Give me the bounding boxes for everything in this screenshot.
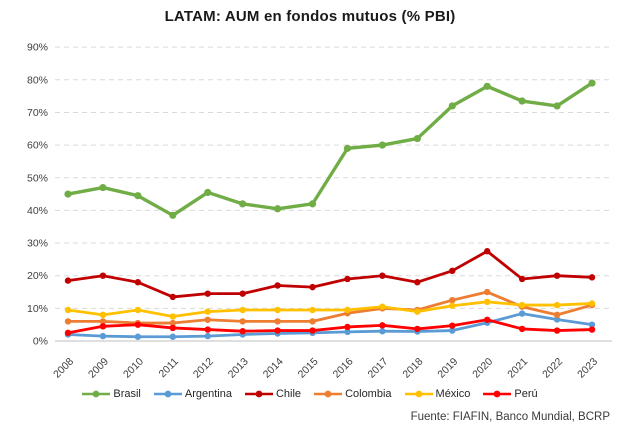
x-tick-label: 2022	[540, 356, 565, 381]
legend-label: Argentina	[184, 388, 232, 400]
x-tick-label: 2014	[261, 356, 286, 381]
y-tick-label: 50%	[27, 172, 48, 184]
y-tick-label: 10%	[27, 303, 48, 315]
legend-marker-icon	[483, 390, 512, 398]
legend-marker-icon	[314, 390, 343, 398]
chart-title: LATAM: AUM en fondos mutuos (% PBI)	[164, 8, 456, 25]
legend-item-argentina: Argentina	[153, 388, 232, 400]
legend-marker-icon	[82, 390, 111, 398]
x-tick-label: 2010	[121, 356, 146, 381]
x-tick-label: 2011	[156, 356, 181, 381]
legend-marker-icon	[244, 390, 273, 398]
legend-label: Chile	[275, 388, 302, 400]
y-tick-label: 70%	[27, 107, 48, 119]
legend-marker-icon	[404, 390, 433, 398]
y-tick-label: 20%	[27, 270, 48, 282]
legend-label: Brasil	[113, 388, 141, 400]
y-tick-label: 0%	[33, 336, 48, 348]
chart-plot-area: 0% 10% 20% 30% 40% 50% 60% 70% 80% 90% 2008 2009 201…	[27, 42, 612, 381]
series-argentina	[64, 310, 596, 340]
series-chile	[64, 248, 596, 301]
y-tick-label: 80%	[27, 74, 48, 86]
legend-item-chile: Chile	[244, 388, 302, 400]
x-tick-label: 2023	[575, 356, 600, 381]
chart-legend: Brasil Argentina Chile Colombia México Perú	[0, 388, 620, 400]
legend-item-mexico: México	[404, 388, 471, 400]
y-tick-label: 60%	[27, 140, 48, 152]
x-tick-label: 2009	[86, 356, 111, 381]
series-brasil	[64, 79, 596, 219]
legend-label: México	[435, 388, 471, 400]
legend-item-colombia: Colombia	[314, 388, 392, 400]
y-tick-label: 30%	[27, 238, 48, 250]
series-peru	[64, 316, 596, 337]
series-mexico	[64, 298, 596, 320]
x-tick-label: 2021	[505, 356, 530, 381]
x-tick-label: 2008	[51, 356, 76, 381]
series-colombia	[64, 288, 596, 327]
x-tick-label: 2017	[366, 356, 391, 381]
legend-label: Colombia	[345, 388, 392, 400]
x-tick-label: 2012	[191, 356, 216, 381]
x-tick-label: 2019	[435, 356, 460, 381]
x-tick-label: 2018	[400, 356, 425, 381]
x-tick-label: 2015	[296, 356, 321, 381]
y-tick-label: 40%	[27, 205, 48, 217]
x-tick-label: 2016	[331, 356, 356, 381]
legend-label: Perú	[514, 388, 538, 400]
legend-marker-icon	[153, 390, 182, 398]
legend-item-brasil: Brasil	[82, 388, 141, 400]
x-tick-label: 2013	[226, 356, 251, 381]
source-caption: Fuente: FIAFIN, Banco Mundial, BCRP	[410, 411, 610, 423]
y-tick-label: 90%	[27, 42, 48, 54]
legend-item-peru: Perú	[483, 388, 538, 400]
x-tick-label: 2020	[470, 356, 495, 381]
